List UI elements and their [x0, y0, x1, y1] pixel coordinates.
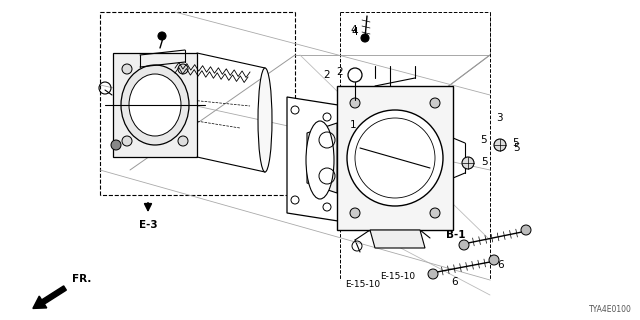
Text: B-1: B-1: [445, 230, 465, 240]
Circle shape: [122, 64, 132, 74]
Text: 2: 2: [323, 70, 330, 80]
Text: 6: 6: [497, 260, 504, 270]
Circle shape: [521, 225, 531, 235]
Circle shape: [459, 240, 469, 250]
Circle shape: [178, 64, 188, 74]
Ellipse shape: [306, 121, 334, 199]
Ellipse shape: [129, 74, 181, 136]
Ellipse shape: [121, 65, 189, 145]
Text: TYA4E0100: TYA4E0100: [589, 305, 632, 314]
Circle shape: [347, 110, 443, 206]
Text: 4: 4: [350, 25, 357, 35]
Text: 6: 6: [452, 277, 458, 287]
Polygon shape: [113, 53, 197, 157]
Text: 5: 5: [480, 135, 486, 145]
Text: 5: 5: [512, 138, 518, 148]
Circle shape: [361, 34, 369, 42]
Text: 2: 2: [337, 67, 343, 77]
Circle shape: [350, 98, 360, 108]
FancyArrow shape: [33, 286, 67, 308]
Polygon shape: [287, 97, 338, 221]
Circle shape: [430, 98, 440, 108]
Polygon shape: [337, 86, 453, 230]
Ellipse shape: [258, 68, 272, 172]
Text: 5: 5: [481, 157, 488, 167]
Text: 4: 4: [351, 27, 358, 37]
Text: 1: 1: [350, 120, 356, 130]
Polygon shape: [307, 123, 337, 193]
Circle shape: [462, 157, 474, 169]
Circle shape: [350, 208, 360, 218]
Circle shape: [428, 269, 438, 279]
Circle shape: [430, 208, 440, 218]
Text: FR.: FR.: [72, 274, 92, 284]
Circle shape: [494, 139, 506, 151]
Text: E-3: E-3: [139, 220, 157, 230]
Text: E-15-10: E-15-10: [345, 280, 380, 289]
Polygon shape: [370, 230, 425, 248]
Text: 5: 5: [513, 143, 520, 153]
Text: 3: 3: [496, 113, 502, 123]
Circle shape: [178, 136, 188, 146]
Circle shape: [158, 32, 166, 40]
Circle shape: [489, 255, 499, 265]
Text: E-15-10: E-15-10: [380, 272, 415, 281]
Circle shape: [111, 140, 121, 150]
Circle shape: [122, 136, 132, 146]
